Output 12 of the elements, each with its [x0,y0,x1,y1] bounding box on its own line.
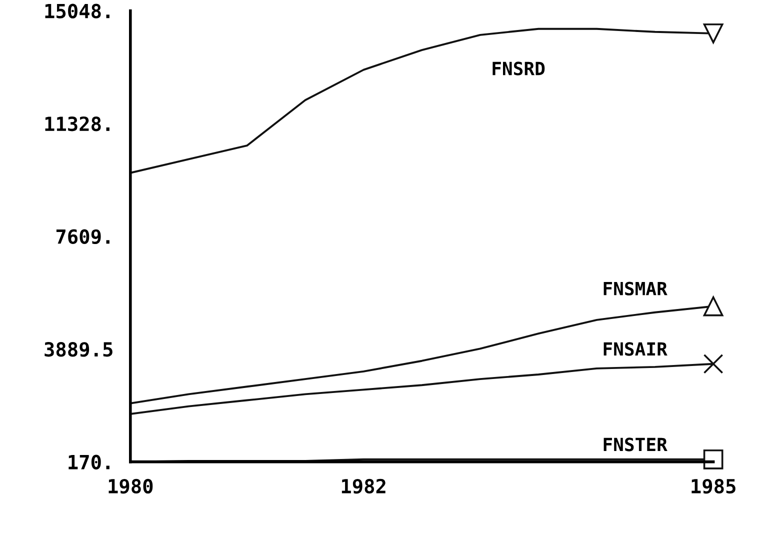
y-tick-label: 170. [68,454,110,470]
x-tick-label: 1982 [342,478,386,494]
series-label: FNSTER [604,438,668,452]
y-tick-label: 7609. [56,229,110,244]
y-tick-label: 11328. [45,116,110,132]
x-tick-label: 1980 [108,478,153,494]
y-tick-label: 15048. [45,4,110,18]
y-tick-label: 3889.5 [44,342,112,357]
series-label: FNSMAR [604,282,668,296]
series-label: FNSRD [492,62,545,76]
x-tick-label: 1985 [692,478,736,494]
series-label: FNSAIR [604,342,668,356]
